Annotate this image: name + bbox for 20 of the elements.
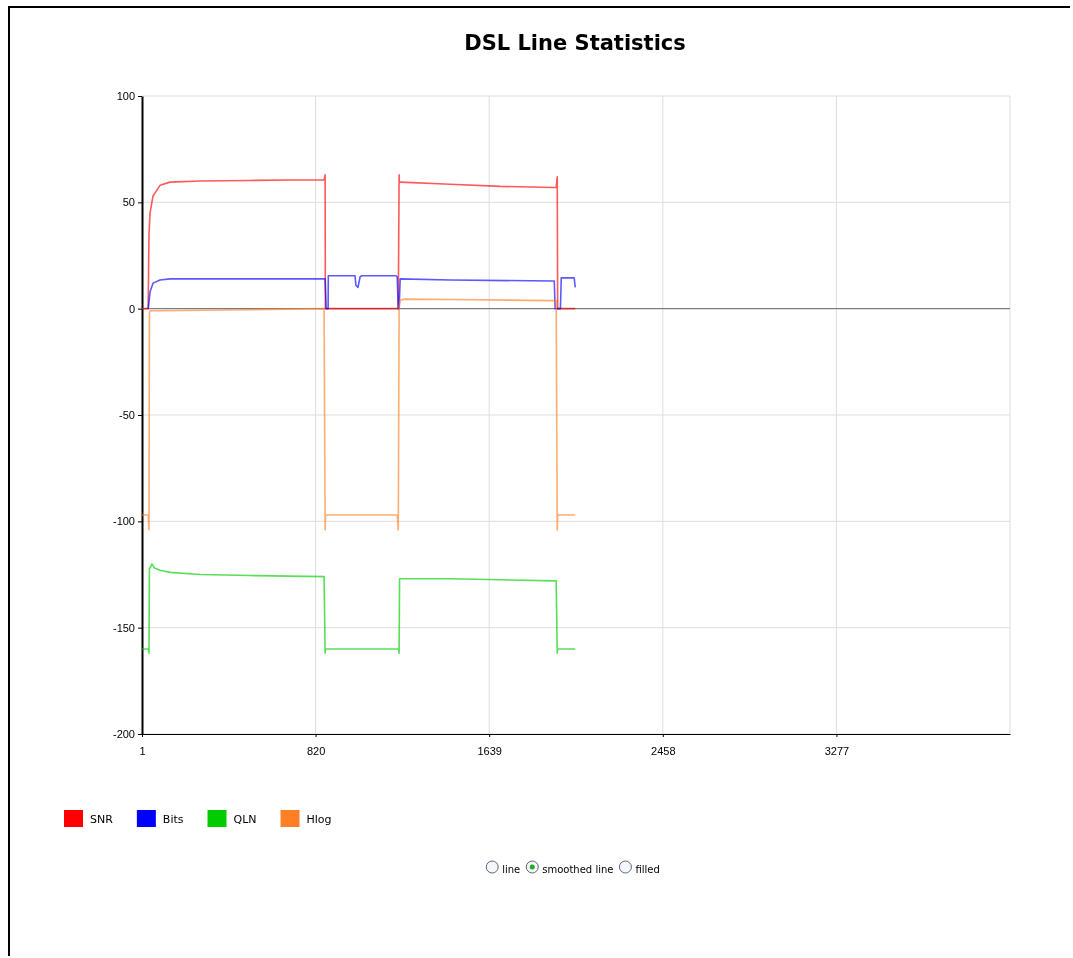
legend-label: Bits: [162, 813, 184, 826]
legend-label: Hlog: [306, 813, 332, 826]
legend-label: QLN: [233, 813, 257, 826]
text: line: [502, 864, 521, 875]
y-tick-label: -50: [119, 409, 135, 422]
text: smoothed line: [542, 864, 614, 875]
y-tick-label: 50: [122, 196, 135, 209]
x-tick-label: 1: [139, 745, 146, 758]
x-tick-label: 1639: [477, 745, 502, 758]
chart-title: DSL Line Statistics: [464, 31, 686, 55]
x-tick-label: 820: [306, 745, 326, 758]
y-tick-label: -100: [112, 515, 135, 528]
y-tick-label: -200: [112, 728, 135, 741]
x-tick-label: 3277: [824, 745, 850, 758]
y-tick-label: 100: [116, 90, 135, 103]
x-tick-label: 2458: [651, 745, 676, 758]
text: filled: [635, 864, 660, 875]
y-tick-label: 0: [128, 302, 135, 315]
legend-label: SNR: [90, 813, 114, 826]
y-tick-label: -150: [112, 621, 135, 634]
